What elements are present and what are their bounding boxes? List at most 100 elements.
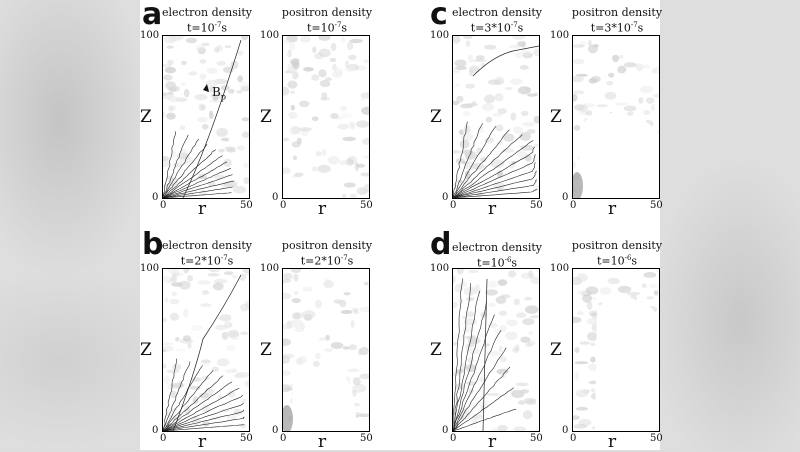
r-tick-end: 50 (530, 200, 543, 211)
field-contour (163, 180, 235, 198)
density-blob (496, 368, 509, 375)
density-blob (224, 271, 234, 275)
density-blob (333, 299, 343, 304)
density-blob (652, 67, 659, 74)
density-blob (163, 74, 173, 81)
panel-letter-d: d (430, 227, 452, 262)
density-blob (311, 116, 319, 122)
density-blob (512, 36, 525, 40)
density-blob (523, 398, 537, 403)
time-label: t=3*10-7s (542, 19, 692, 35)
density-blob (175, 348, 187, 352)
density-blob (476, 147, 483, 154)
z-tick-top: 100 (430, 263, 450, 274)
density-blob (510, 78, 523, 85)
density-blob (574, 347, 580, 354)
field-contour (163, 134, 189, 198)
density-core (283, 405, 293, 431)
r-tick-start: 0 (160, 433, 167, 444)
density-blob (288, 111, 298, 119)
density-blob (349, 38, 363, 44)
density-blob (319, 80, 331, 88)
density-plot-frame (572, 268, 660, 432)
density-blob (208, 269, 221, 273)
time-value: t=10 (306, 21, 335, 35)
density-blob (608, 72, 615, 78)
field-contour (163, 131, 176, 197)
density-map (573, 39, 659, 198)
density-blob (199, 59, 207, 64)
r-tick-end: 50 (650, 200, 663, 211)
density-blob (340, 106, 348, 111)
density-blob (343, 292, 351, 296)
density-blob (652, 93, 659, 98)
density-blob (192, 396, 199, 405)
density-blob (453, 66, 461, 74)
density-blob (352, 383, 367, 393)
density-blob (183, 308, 189, 318)
density-blob (464, 150, 478, 160)
density-blob (533, 143, 539, 148)
density-blob (290, 104, 295, 111)
density-blob (453, 83, 461, 88)
field-contour (163, 416, 245, 431)
density-blob (181, 60, 187, 66)
density-blob (224, 146, 236, 151)
density-blob (487, 322, 498, 328)
density-blob (180, 82, 186, 86)
density-blob (211, 366, 220, 372)
density-blob (461, 132, 474, 142)
field-line-outer (482, 278, 488, 431)
density-blob (573, 93, 578, 102)
density-blob (194, 94, 208, 101)
z-axis-label: Z (140, 340, 152, 360)
density-blob (579, 341, 590, 345)
density-blob (524, 296, 533, 301)
density-blob (323, 348, 333, 352)
r-tick-start: 0 (450, 200, 457, 211)
density-blob (237, 50, 244, 56)
density-blob (295, 357, 304, 366)
density-blob (345, 158, 354, 166)
density-blob (331, 70, 343, 79)
density-blob (511, 161, 516, 165)
density-blob (362, 138, 369, 145)
density-blob (618, 55, 624, 59)
field-contour (453, 408, 517, 431)
r-tick-end: 50 (240, 200, 253, 211)
density-blob (521, 122, 536, 127)
density-blob (184, 405, 191, 415)
r-axis-label: r (488, 432, 497, 452)
density-blob (202, 124, 209, 130)
density-blob (475, 55, 485, 60)
density-blob (242, 131, 249, 138)
density-blob (163, 363, 167, 369)
density-blob (453, 372, 461, 376)
density-blob (360, 92, 369, 99)
density-blob (294, 172, 304, 177)
density-blob (301, 310, 316, 319)
density-blob (576, 311, 584, 316)
density-blob (589, 342, 596, 347)
r-tick-start: 0 (450, 433, 457, 444)
density-blob (646, 296, 654, 300)
density-blob (578, 419, 592, 427)
density-blob (241, 36, 249, 41)
time-unit: s (347, 254, 354, 268)
time-label: t=10-7s (132, 19, 282, 35)
density-blob (529, 315, 539, 319)
density-blob (168, 105, 174, 112)
field-contour (163, 424, 245, 431)
density-blob (522, 318, 535, 326)
density-blob (314, 52, 324, 60)
density-blob (453, 341, 458, 346)
density-blob (588, 78, 598, 84)
density-blob (527, 93, 537, 97)
density-blob (206, 67, 218, 74)
density-blob (163, 159, 170, 168)
title-text: electron density (161, 6, 252, 19)
density-blob (573, 44, 585, 48)
density-blob (300, 127, 309, 137)
field-line-outer (472, 45, 539, 77)
density-blob (520, 49, 533, 56)
